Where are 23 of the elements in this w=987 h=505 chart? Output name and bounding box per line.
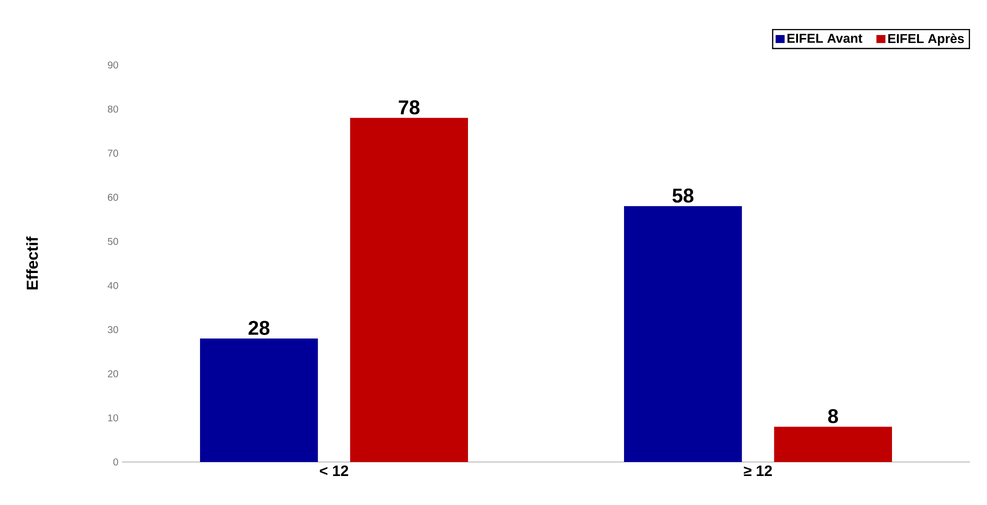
y-tick-label: 60 (108, 194, 118, 201)
bar (774, 426, 892, 462)
y-tick-label: 30 (108, 326, 118, 334)
y-tick-label: 40 (108, 282, 118, 290)
data-label: 58 (672, 188, 694, 203)
y-tick-label: 20 (108, 370, 118, 378)
legend-label: EIFEL Après (888, 34, 964, 46)
data-label: 28 (248, 320, 270, 335)
data-label: 8 (828, 409, 838, 424)
y-tick-label: 80 (108, 106, 118, 113)
x-tick-label: ≥ 12 (744, 466, 772, 476)
y-tick-label: 70 (108, 150, 118, 157)
legend-label: EIFEL Avant (787, 34, 862, 43)
x-tick-label: < 12 (320, 466, 348, 476)
bar (350, 118, 468, 462)
y-tick-label: 10 (108, 414, 118, 422)
bar (200, 338, 318, 462)
y-tick-label: 50 (108, 238, 118, 245)
bar (624, 206, 742, 462)
data-label: 78 (398, 100, 420, 114)
y-axis-title: Effectif (26, 236, 38, 290)
y-tick-label: 90 (108, 61, 118, 69)
y-tick-label: 0 (113, 458, 118, 466)
